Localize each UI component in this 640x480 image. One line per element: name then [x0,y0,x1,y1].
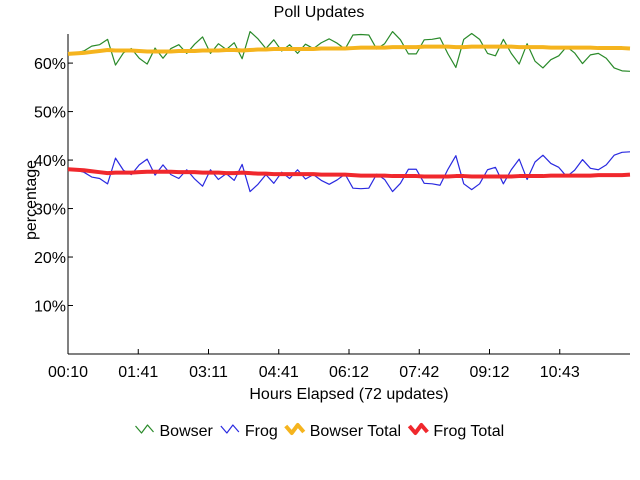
x-tick-label: 00:10 [48,364,88,381]
series-line-frog-total [67,167,631,179]
x-tick-label: 01:41 [118,364,158,381]
legend-label-bowser-total: Bowser Total [310,423,401,440]
x-axis-label: Hours Elapsed (72 updates) [249,386,448,403]
y-tick-label: 10% [34,299,66,316]
y-tick-label: 50% [34,105,66,122]
series-line-frog [67,151,631,193]
series-line-bowser [67,30,631,72]
y-axis-label: percentage [23,160,40,240]
x-tick-label: 10:43 [540,364,580,381]
legend-label-bowser: Bowser [160,423,214,440]
y-tick-label: 60% [34,56,66,73]
y-ticks: 10% 20% 30% 40% 50% 60% [34,56,73,316]
y-tick-label: 30% [34,202,66,219]
x-tick-label: 07:42 [399,364,439,381]
x-ticks: 00:10 01:41 03:11 04:41 06:12 07:42 09:12 10:43 [48,349,580,381]
legend-swatch-frog-total [407,423,429,435]
x-tick-label: 03:11 [189,364,228,381]
plot-area: 10%20%30%40%50%60% 00:10 01:41 03:11 04:41 0… [34,30,631,381]
legend-item-bowser-total: Bowser Total [284,423,401,440]
legend: Bowser Frog Bowser Total Frog Total [135,423,504,440]
legend-item-frog-total: Frog Total [407,423,504,440]
legend-label-frog-total: Frog Total [433,423,504,440]
legend-swatch-bowser-total [284,423,306,435]
legend-label-frog: Frog [245,423,278,440]
legend-item-frog: Frog [220,423,278,440]
series-layer [67,30,631,193]
y-tick-label: 40% [34,153,66,170]
chart-title: Poll Updates [274,4,365,21]
x-tick-label: 06:12 [329,364,369,381]
x-tick-label: 09:12 [469,364,509,381]
legend-swatch-frog [220,424,240,434]
y-tick-label: 20% [34,250,66,267]
series-line-bowser-total [67,44,631,56]
legend-item-bowser: Bowser [135,423,214,440]
x-tick-label: 04:41 [259,364,299,381]
legend-swatch-bowser [135,424,154,434]
